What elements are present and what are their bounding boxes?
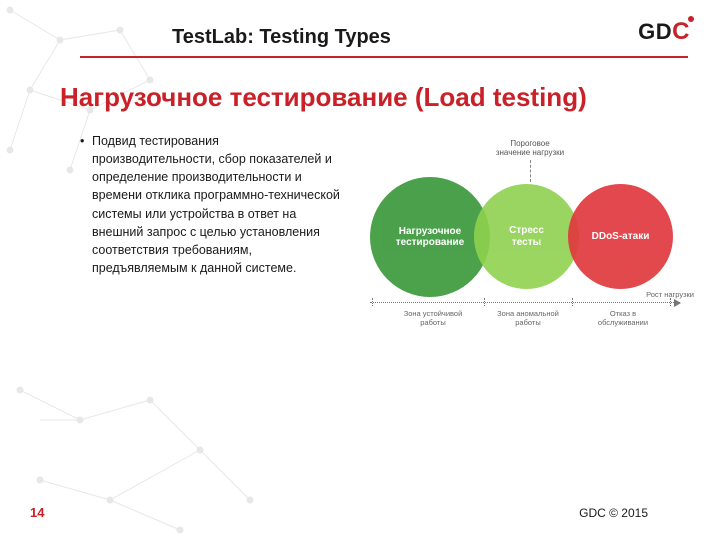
logo-accent: C — [672, 18, 690, 46]
axis-right-label: Рост нагрузки — [646, 290, 694, 299]
logo-text: GD — [638, 19, 672, 45]
axis-tick — [372, 298, 373, 306]
zone-label-1: Зона устойчивойработы — [388, 310, 478, 327]
slide-title: Нагрузочное тестирование (Load testing) — [60, 82, 587, 113]
axis-line — [370, 302, 680, 303]
bullet-item: Подвид тестирования производительности, … — [80, 132, 340, 277]
copyright: GDC © 2015 — [579, 506, 648, 520]
slide-header: TestLab: Testing Types — [172, 26, 391, 49]
venn-circle-load: Нагрузочноетестирование — [370, 177, 490, 297]
venn-circle-stress: Стресстесты — [474, 184, 579, 289]
venn-diagram: Пороговоезначение нагрузки Нагрузочноете… — [370, 140, 690, 360]
zone-label-3: Отказ вобслуживании — [576, 310, 670, 327]
page-number: 14 — [30, 505, 44, 520]
threshold-label: Пороговоезначение нагрузки — [496, 140, 564, 158]
axis-tick — [484, 298, 485, 306]
axis-tick — [572, 298, 573, 306]
logo: GDC — [638, 18, 690, 46]
venn-circle-ddos: DDoS-атаки — [568, 184, 673, 289]
zone-label-2: Зона аномальнойработы — [488, 310, 568, 327]
body-text: Подвид тестирования производительности, … — [80, 132, 340, 277]
header-divider — [80, 56, 688, 58]
axis-tick — [670, 298, 671, 306]
